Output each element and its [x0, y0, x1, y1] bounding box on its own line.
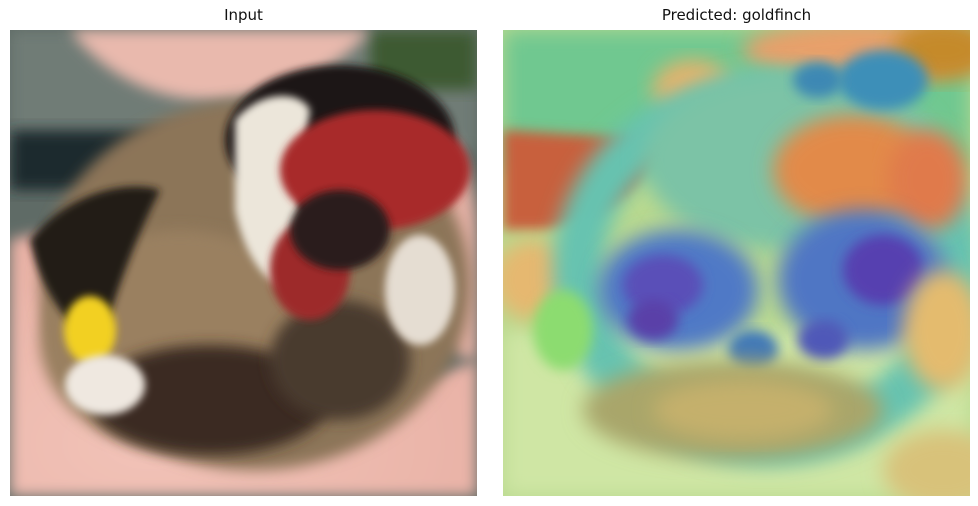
- input-panel-title: Input: [224, 6, 263, 24]
- attention-heatmap-icon: [503, 30, 970, 496]
- input-image: [10, 30, 477, 496]
- bird-photo-icon: [10, 30, 477, 496]
- attention-heatmap: [503, 30, 970, 496]
- prediction-panel-title: Predicted: goldfinch: [661, 6, 812, 24]
